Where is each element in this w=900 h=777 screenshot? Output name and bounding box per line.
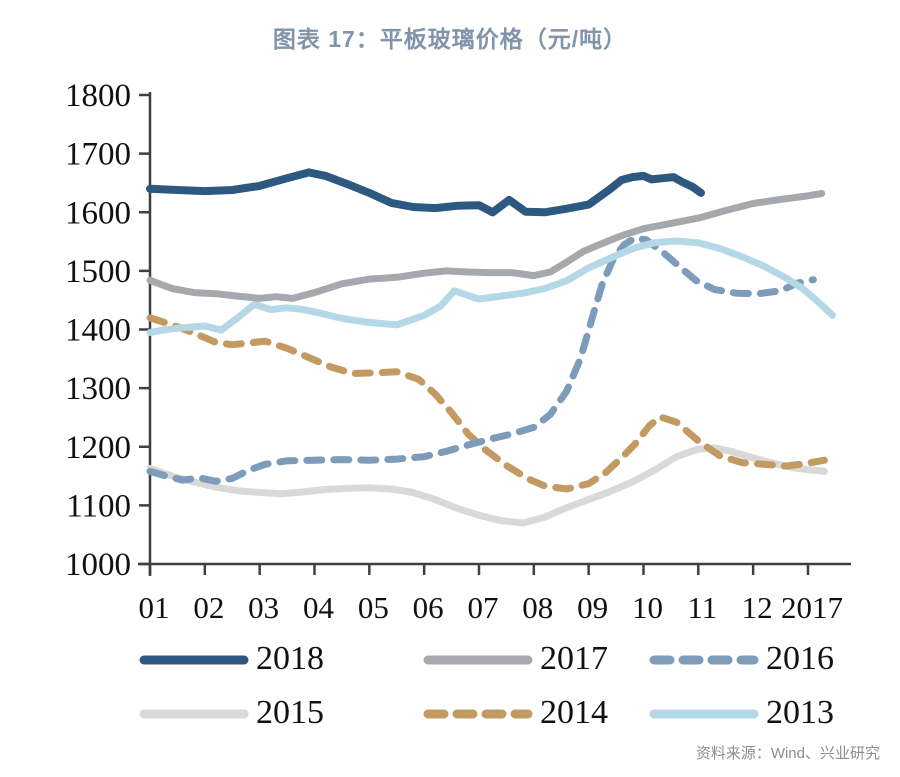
legend-item-2018: 2018 bbox=[138, 641, 324, 677]
x-axis-ticks: 01 02 03 04 05 06 07 08 09 10 11 12 2017 bbox=[139, 564, 843, 625]
y-tick-label: 1100 bbox=[66, 488, 131, 524]
x-tick-label: 11 bbox=[687, 590, 717, 625]
x-tick-label: 2017 bbox=[781, 590, 843, 625]
x-tick-label: 04 bbox=[303, 590, 335, 625]
series-line-2017 bbox=[146, 190, 826, 302]
series-line-2018 bbox=[146, 168, 705, 217]
series-line-2015 bbox=[146, 444, 828, 527]
y-tick-label: 1000 bbox=[65, 547, 131, 583]
legend-swatch-2015 bbox=[138, 707, 250, 719]
legend-item-2013: 2013 bbox=[648, 695, 834, 731]
legend-item-2016: 2016 bbox=[648, 641, 834, 677]
x-tick-label: 08 bbox=[522, 590, 553, 625]
source-note: 资料来源：Wind、兴业研究 bbox=[695, 745, 880, 762]
legend-label-2016: 2016 bbox=[766, 640, 834, 677]
y-tick-label: 1800 bbox=[65, 78, 131, 114]
legend-swatch-2014 bbox=[422, 707, 534, 719]
x-tick-label: 12 bbox=[742, 590, 773, 625]
x-tick-label: 02 bbox=[193, 590, 224, 625]
legend-label-2014: 2014 bbox=[540, 694, 608, 731]
y-tick-label: 1300 bbox=[65, 371, 131, 407]
legend-item-2014: 2014 bbox=[422, 695, 608, 731]
legend-item-2015: 2015 bbox=[138, 695, 324, 731]
legend-swatch-2018 bbox=[138, 653, 250, 665]
y-tick-label: 1500 bbox=[65, 254, 131, 290]
series-line-2016 bbox=[146, 234, 817, 485]
x-tick-label: 10 bbox=[632, 590, 663, 625]
legend-swatch-2013 bbox=[648, 707, 760, 719]
y-axis-ticks: 1800 1700 1600 1500 1400 1300 1200 1100 1000 bbox=[65, 78, 150, 583]
legend-label-2013: 2013 bbox=[766, 694, 834, 731]
x-tick-label: 03 bbox=[248, 590, 279, 625]
series-line-2014 bbox=[146, 314, 828, 493]
y-tick-label: 1400 bbox=[65, 313, 131, 349]
x-tick-label: 01 bbox=[139, 590, 170, 625]
legend-swatch-2016 bbox=[648, 653, 760, 665]
x-tick-label: 07 bbox=[467, 590, 498, 625]
x-tick-label: 09 bbox=[577, 590, 608, 625]
x-tick-label: 05 bbox=[358, 590, 389, 625]
data-series-lines bbox=[146, 168, 837, 527]
y-tick-label: 1700 bbox=[65, 137, 131, 173]
y-tick-label: 1600 bbox=[65, 195, 131, 231]
x-tick-label: 06 bbox=[413, 590, 444, 625]
legend-swatch-2017 bbox=[422, 653, 534, 665]
legend-label-2017: 2017 bbox=[540, 640, 608, 677]
legend-item-2017: 2017 bbox=[422, 641, 608, 677]
series-line-2013 bbox=[146, 237, 837, 336]
chart-title: 图表 17：平板玻璃价格（元/吨） bbox=[272, 26, 628, 52]
legend-label-2018: 2018 bbox=[256, 640, 324, 677]
legend-label-2015: 2015 bbox=[256, 694, 324, 731]
y-tick-label: 1200 bbox=[65, 430, 131, 466]
